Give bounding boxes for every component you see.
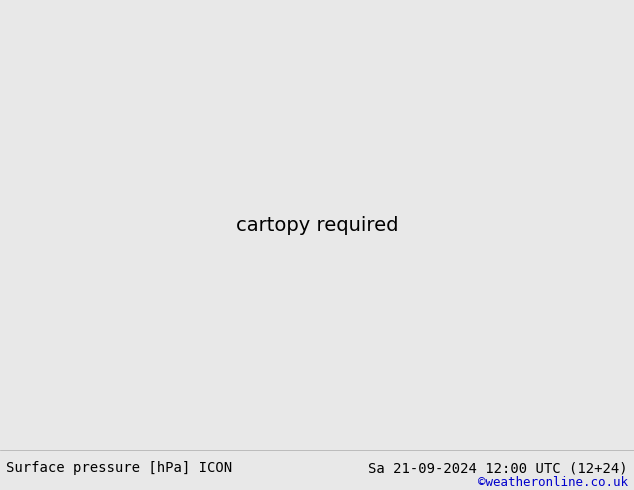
Text: ©weatheronline.co.uk: ©weatheronline.co.uk bbox=[477, 476, 628, 489]
Text: Surface pressure [hPa] ICON: Surface pressure [hPa] ICON bbox=[6, 461, 233, 475]
Text: cartopy required: cartopy required bbox=[236, 216, 398, 235]
Text: Sa 21-09-2024 12:00 UTC (12+24): Sa 21-09-2024 12:00 UTC (12+24) bbox=[368, 461, 628, 475]
